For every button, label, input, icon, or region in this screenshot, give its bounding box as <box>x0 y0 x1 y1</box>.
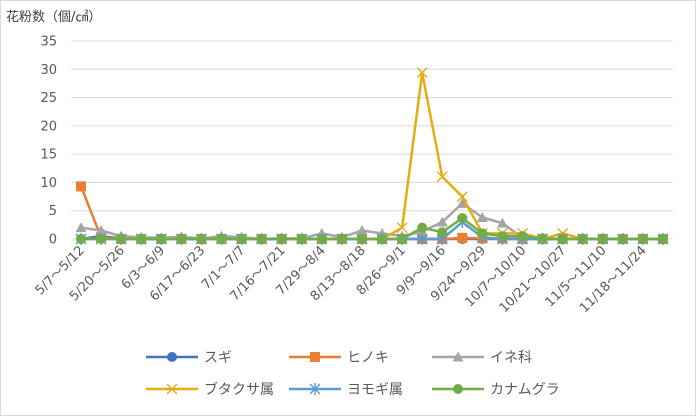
data-point <box>436 171 448 183</box>
data-point <box>136 234 147 244</box>
data-point <box>116 234 127 244</box>
data-point <box>637 234 648 244</box>
data-point <box>477 228 488 239</box>
data-point <box>416 67 428 79</box>
y-tick-label: 10 <box>40 176 57 191</box>
legend-item-0: スギ <box>146 350 232 366</box>
legend-marker <box>167 352 177 362</box>
legend-item-2: イネ科 <box>432 350 532 366</box>
data-point <box>457 213 468 224</box>
data-point <box>456 191 468 203</box>
data-point <box>256 234 267 244</box>
data-point <box>437 227 448 238</box>
legend-marker <box>453 384 463 394</box>
legend-marker <box>310 352 320 362</box>
data-point <box>196 234 207 244</box>
series-5 <box>76 213 668 244</box>
data-point <box>456 197 468 208</box>
data-point <box>76 234 87 244</box>
data-point <box>397 234 408 244</box>
legend-item-3: ブタクサ属 <box>146 381 274 398</box>
data-point <box>617 234 628 244</box>
series-line <box>80 202 663 241</box>
x-tick-labels: 5/7～5/125/20～5/266/3～6/96/17～6/237/1～7/7… <box>33 243 650 316</box>
y-tick-label: 25 <box>40 91 57 106</box>
legend-item-5: カナムグラ <box>432 382 560 398</box>
y-tick-label: 15 <box>40 148 57 163</box>
y-axis-title: 花粉数（個/㎠） <box>6 9 101 25</box>
legend-label: カナムグラ <box>490 382 560 398</box>
y-tick-label: 5 <box>49 204 57 219</box>
data-point <box>276 234 287 244</box>
series-3 <box>75 67 669 245</box>
data-point <box>517 231 528 242</box>
legend-label: スギ <box>204 350 232 366</box>
data-point <box>657 234 668 244</box>
data-point <box>537 233 548 244</box>
data-point <box>236 234 247 244</box>
legend-label: ブタクサ属 <box>204 381 274 398</box>
data-point <box>476 212 488 223</box>
data-point <box>496 217 508 228</box>
data-point <box>316 234 327 244</box>
data-point <box>356 234 367 244</box>
data-point <box>96 234 107 244</box>
data-point <box>396 222 408 234</box>
y-tick-label: 0 <box>49 233 57 248</box>
data-point <box>156 234 167 244</box>
data-point <box>356 225 368 236</box>
data-point <box>436 216 448 227</box>
y-tick-label: 20 <box>40 119 57 134</box>
y-tick-label: 35 <box>40 35 57 50</box>
data-point <box>216 234 227 244</box>
legend-label: ヨモギ属 <box>347 382 403 398</box>
legend-item-1: ヒノキ <box>289 350 389 366</box>
data-point <box>457 232 468 243</box>
legend-label: イネ科 <box>490 350 532 366</box>
data-point <box>597 234 608 244</box>
legend-marker <box>452 351 464 362</box>
data-point <box>76 181 87 192</box>
series-layer <box>75 67 669 245</box>
y-tick-label: 30 <box>40 63 57 78</box>
data-point <box>577 234 588 244</box>
legend-marker <box>166 383 178 395</box>
data-point <box>176 234 187 244</box>
data-point <box>557 234 568 244</box>
data-point <box>336 234 347 244</box>
legend-item-4: ヨモギ属 <box>289 382 403 398</box>
gridlines <box>71 40 673 240</box>
y-tick-labels: 0 5 10 15 20 25 30 35 <box>40 35 57 248</box>
data-point <box>417 222 428 233</box>
data-point <box>416 233 428 245</box>
data-point <box>296 234 307 244</box>
data-point <box>95 225 107 236</box>
data-point <box>75 222 87 233</box>
data-point <box>497 231 508 242</box>
legend-marker <box>309 383 321 395</box>
data-point <box>377 234 388 244</box>
legend-label: ヒノキ <box>347 350 389 366</box>
